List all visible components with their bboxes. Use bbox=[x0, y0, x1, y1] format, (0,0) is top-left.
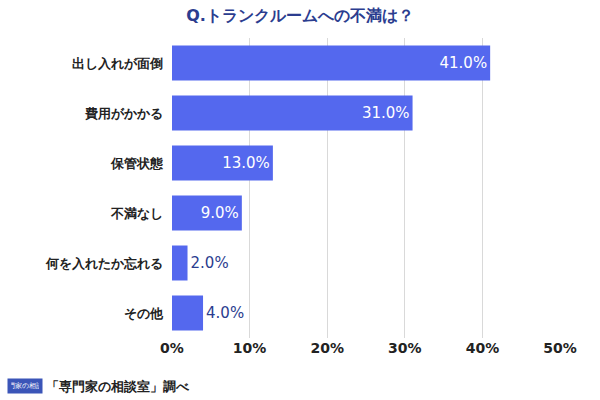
svg-text:2.0%: 2.0% bbox=[191, 254, 229, 272]
svg-text:何を入れたか忘れる: 何を入れたか忘れる bbox=[45, 256, 163, 271]
svg-text:0%: 0% bbox=[160, 340, 184, 356]
svg-text:13.0%: 13.0% bbox=[222, 154, 270, 172]
svg-text:不満なし: 不満なし bbox=[110, 206, 163, 221]
svg-text:「専門家の相談室」調べ: 「専門家の相談室」調べ bbox=[46, 379, 190, 394]
svg-text:40%: 40% bbox=[466, 340, 500, 356]
svg-text:Q.トランクルームへの不満は？: Q.トランクルームへの不満は？ bbox=[186, 6, 414, 25]
svg-text:9.0%: 9.0% bbox=[201, 204, 239, 222]
svg-text:4.0%: 4.0% bbox=[206, 304, 244, 322]
svg-text:50%: 50% bbox=[543, 340, 577, 356]
svg-text:20%: 20% bbox=[310, 340, 344, 356]
svg-text:31.0%: 31.0% bbox=[362, 104, 410, 122]
svg-text:出し入れが面倒: 出し入れが面倒 bbox=[72, 56, 163, 71]
svg-text:費用がかかる: 費用がかかる bbox=[84, 106, 163, 121]
svg-text:30%: 30% bbox=[388, 340, 422, 356]
svg-text:保管状態: 保管状態 bbox=[110, 156, 164, 171]
svg-text:その他: その他 bbox=[124, 306, 164, 321]
svg-text:41.0%: 41.0% bbox=[440, 54, 488, 72]
svg-text:10%: 10% bbox=[233, 340, 267, 356]
svg-text:専門家の相談室: 専門家の相談室 bbox=[11, 382, 39, 390]
